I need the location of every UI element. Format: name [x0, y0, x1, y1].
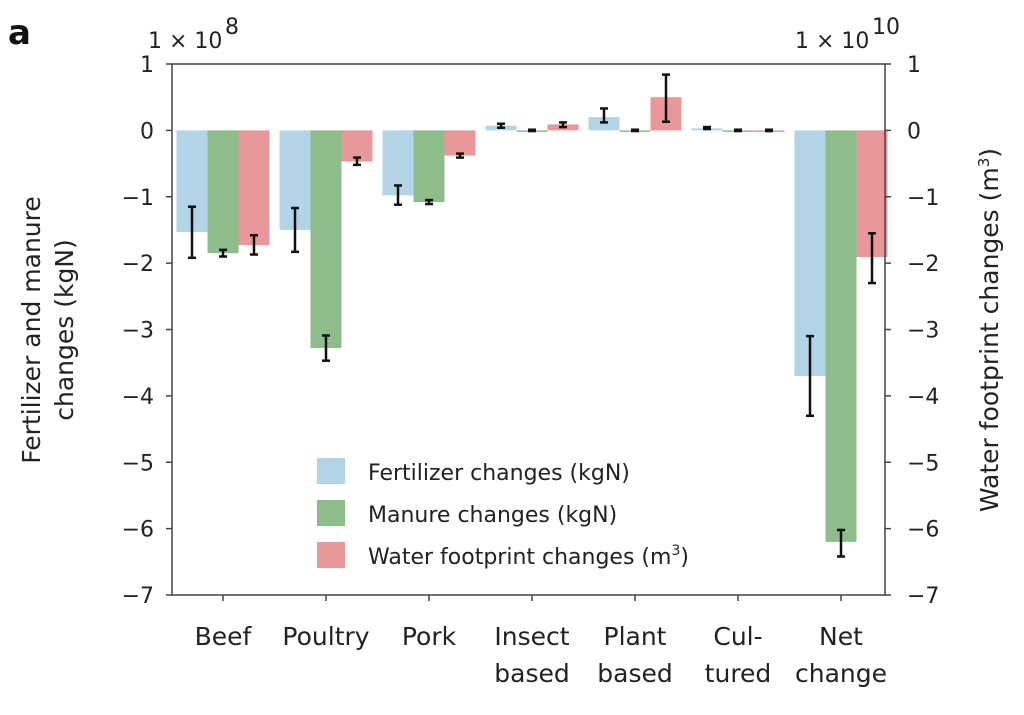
- left-tick-label: −4: [122, 385, 154, 410]
- right-axis-multiplier: 1 × 10: [795, 29, 869, 54]
- legend-label-sup: 3: [671, 543, 680, 559]
- legend-label-tail: ): [680, 545, 689, 570]
- right-axis-title-tail: ): [975, 148, 1004, 158]
- legend-swatch: [317, 542, 345, 568]
- category-label: tured: [705, 659, 772, 688]
- left-tick-label: −6: [122, 518, 154, 543]
- left-tick-label: −2: [122, 252, 154, 277]
- left-axis-title: Fertilizer and manure: [17, 196, 46, 464]
- category-label: Pork: [402, 622, 457, 651]
- category-label: Insect: [494, 622, 569, 651]
- category-label: Net: [819, 622, 863, 651]
- left-tick-label: −1: [122, 186, 154, 211]
- right-tick-label: −7: [907, 584, 939, 609]
- right-tick-label: −2: [907, 252, 939, 277]
- panel-label: a: [8, 13, 31, 53]
- legend-swatch: [317, 458, 345, 484]
- legend-label-text: Fertilizer changes (kgN): [368, 461, 630, 486]
- bar-manure-0: [207, 130, 239, 254]
- left-axis-title: changes (kgN): [50, 239, 79, 421]
- category-label: Poultry: [282, 622, 369, 651]
- right-tick-label: −3: [907, 319, 939, 344]
- bar-manure-2: [413, 130, 445, 203]
- right-axis-title: Water footprint changes (m3): [975, 148, 1004, 512]
- legend-label: Fertilizer changes (kgN): [368, 461, 630, 486]
- right-axis-title-text: Water footprint changes (m: [975, 167, 1004, 512]
- right-tick-label: −1: [907, 186, 939, 211]
- left-tick-label: −5: [122, 451, 154, 476]
- legend-label-text: Water footprint changes (m: [368, 545, 671, 570]
- bar-manure-1: [310, 130, 342, 349]
- left-axis-multiplier-exponent: 8: [225, 15, 239, 40]
- right-axis-multiplier-exponent: 10: [872, 15, 900, 40]
- right-axis-title-sup: 3: [975, 158, 993, 168]
- category-label: Plant: [604, 622, 667, 651]
- left-tick-label: 0: [140, 119, 154, 144]
- right-tick-label: −4: [907, 385, 939, 410]
- bar-manure-6: [825, 130, 857, 542]
- category-label: change: [795, 659, 887, 688]
- left-tick-label: 1: [140, 53, 154, 78]
- left-tick-label: −7: [122, 584, 154, 609]
- category-label: based: [597, 659, 672, 688]
- bar-water-2: [444, 130, 476, 156]
- bar-fertilizer-4: [588, 117, 620, 131]
- left-tick-label: −3: [122, 319, 154, 344]
- category-label: based: [494, 659, 569, 688]
- legend-swatch: [317, 500, 345, 526]
- category-label: Beef: [195, 622, 253, 651]
- legend-label-text: Manure changes (kgN): [368, 503, 617, 528]
- left-axis-multiplier: 1 × 10: [148, 29, 222, 54]
- legend-label: Water footprint changes (m3): [368, 543, 689, 570]
- right-tick-label: 1: [907, 53, 921, 78]
- right-tick-label: −5: [907, 451, 939, 476]
- right-tick-label: 0: [907, 119, 921, 144]
- right-tick-label: −6: [907, 518, 939, 543]
- legend-label: Manure changes (kgN): [368, 503, 617, 528]
- bar-water-0: [238, 130, 270, 246]
- category-label: Cul-: [713, 622, 762, 651]
